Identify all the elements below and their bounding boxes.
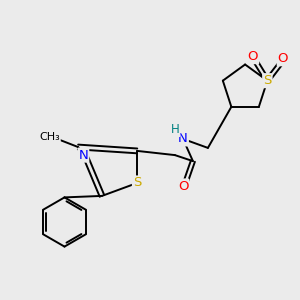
Text: O: O [248, 50, 258, 63]
Text: O: O [278, 52, 288, 65]
Text: CH₃: CH₃ [39, 131, 60, 142]
Text: S: S [263, 74, 272, 87]
Text: S: S [133, 176, 141, 190]
Text: O: O [178, 179, 188, 193]
Text: H: H [171, 123, 180, 136]
Text: N: N [178, 132, 188, 146]
Text: N: N [79, 148, 88, 162]
